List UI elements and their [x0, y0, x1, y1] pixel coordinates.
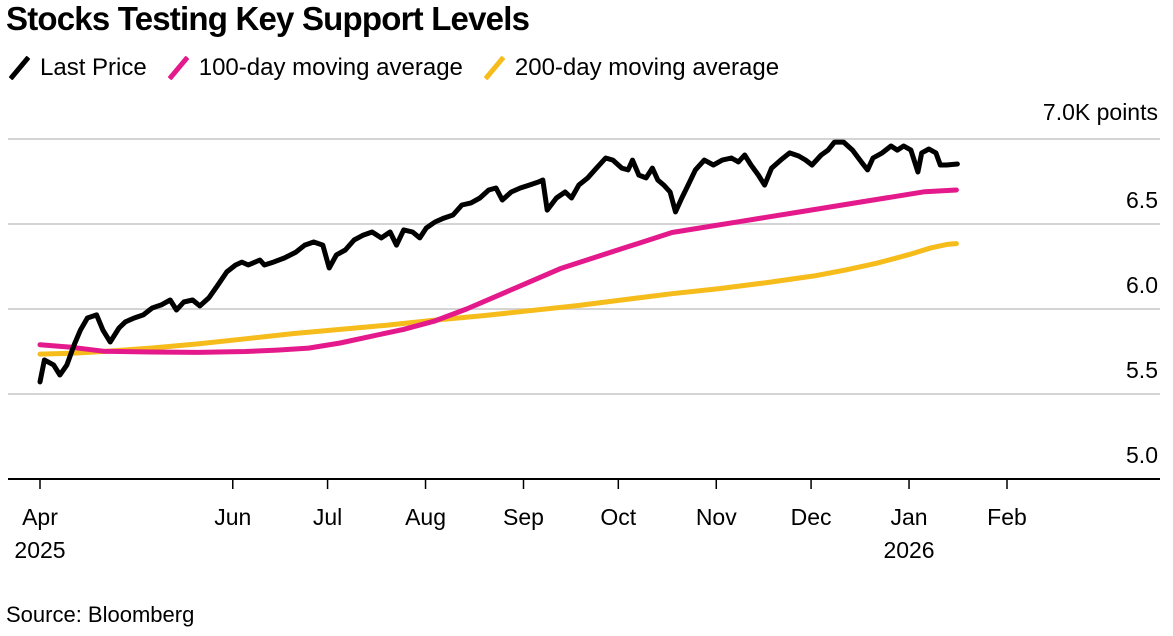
chart-title: Stocks Testing Key Support Levels	[6, 0, 530, 37]
gridlines	[8, 138, 1160, 395]
x-tick-label: Jan	[890, 504, 927, 530]
legend-label-last-price: Last Price	[40, 54, 147, 81]
source-note: Source: Bloomberg	[6, 602, 195, 627]
x-tick-label: Dec	[791, 504, 832, 530]
legend-label-100-day-ma: 100-day moving average	[198, 54, 463, 81]
x-tick-label: Oct	[600, 504, 636, 530]
y-tick-label: 6.0	[1126, 272, 1158, 298]
y-axis-labels: 7.0K points 6.5 6.0 5.5 5.0	[1043, 99, 1158, 468]
series-line-100-day-moving-average	[37, 187, 959, 355]
x-tick-label: Nov	[696, 504, 737, 530]
series-line-last-price	[37, 139, 960, 385]
legend-item-last-price: Last Price	[6, 54, 147, 82]
x-axis: Apr 2025 Jun Jul Aug Sep Oct Nov Dec Jan 2026 Feb	[8, 478, 1160, 563]
series-line-200-day-moving-average	[37, 241, 959, 357]
x-tick-year-label: 2025	[14, 537, 65, 563]
legend-label-200-day-ma: 200-day moving average	[514, 54, 780, 81]
y-tick-label: 6.5	[1126, 187, 1158, 213]
y-tick-label: 5.5	[1126, 357, 1158, 383]
x-tick-label: Sep	[503, 504, 544, 530]
series-lines	[37, 139, 960, 385]
x-tick-label: Jun	[214, 504, 251, 530]
legend: Last Price 100-day moving average 200-da…	[6, 54, 797, 82]
x-tick-label: Feb	[987, 504, 1027, 530]
y-tick-label: 5.0	[1126, 442, 1158, 468]
legend-item-200-day-ma: 200-day moving average	[481, 54, 779, 82]
x-tick-year-label: 2026	[883, 537, 934, 563]
legend-item-100-day-ma: 100-day moving average	[165, 54, 463, 82]
x-tick-label: Apr	[22, 504, 58, 530]
x-tick-label: Jul	[313, 504, 342, 530]
y-tick-label: 7.0K points	[1043, 99, 1158, 125]
x-tick-label: Aug	[405, 504, 446, 530]
